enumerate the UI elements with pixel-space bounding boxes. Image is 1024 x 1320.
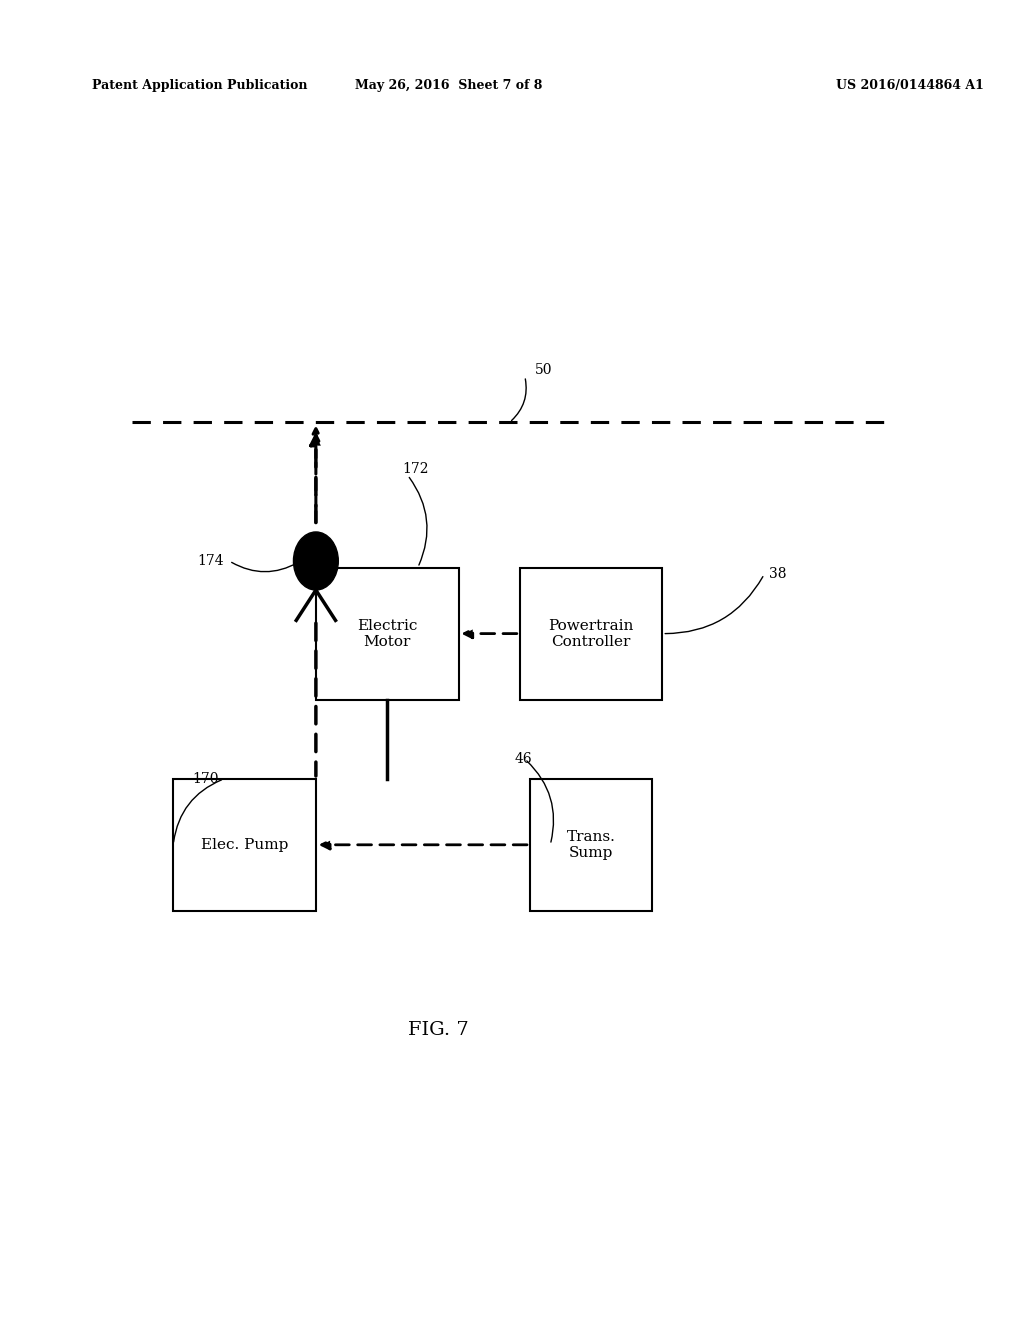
FancyBboxPatch shape <box>529 779 652 911</box>
Text: Elec. Pump: Elec. Pump <box>201 838 288 851</box>
Text: Electric
Motor: Electric Motor <box>357 619 418 648</box>
FancyBboxPatch shape <box>173 779 315 911</box>
Text: 50: 50 <box>535 363 553 376</box>
Text: US 2016/0144864 A1: US 2016/0144864 A1 <box>836 79 983 92</box>
Text: 170: 170 <box>193 772 219 785</box>
Circle shape <box>294 532 338 590</box>
FancyBboxPatch shape <box>519 568 663 700</box>
FancyBboxPatch shape <box>315 568 459 700</box>
Text: Trans.
Sump: Trans. Sump <box>566 830 615 859</box>
Text: 174: 174 <box>198 554 224 568</box>
Text: 46: 46 <box>515 752 532 766</box>
Text: FIG. 7: FIG. 7 <box>408 1020 469 1039</box>
Text: May 26, 2016  Sheet 7 of 8: May 26, 2016 Sheet 7 of 8 <box>354 79 542 92</box>
Text: 38: 38 <box>769 568 786 581</box>
Text: 172: 172 <box>402 462 429 475</box>
Text: Patent Application Publication: Patent Application Publication <box>92 79 307 92</box>
Text: Powertrain
Controller: Powertrain Controller <box>548 619 634 648</box>
